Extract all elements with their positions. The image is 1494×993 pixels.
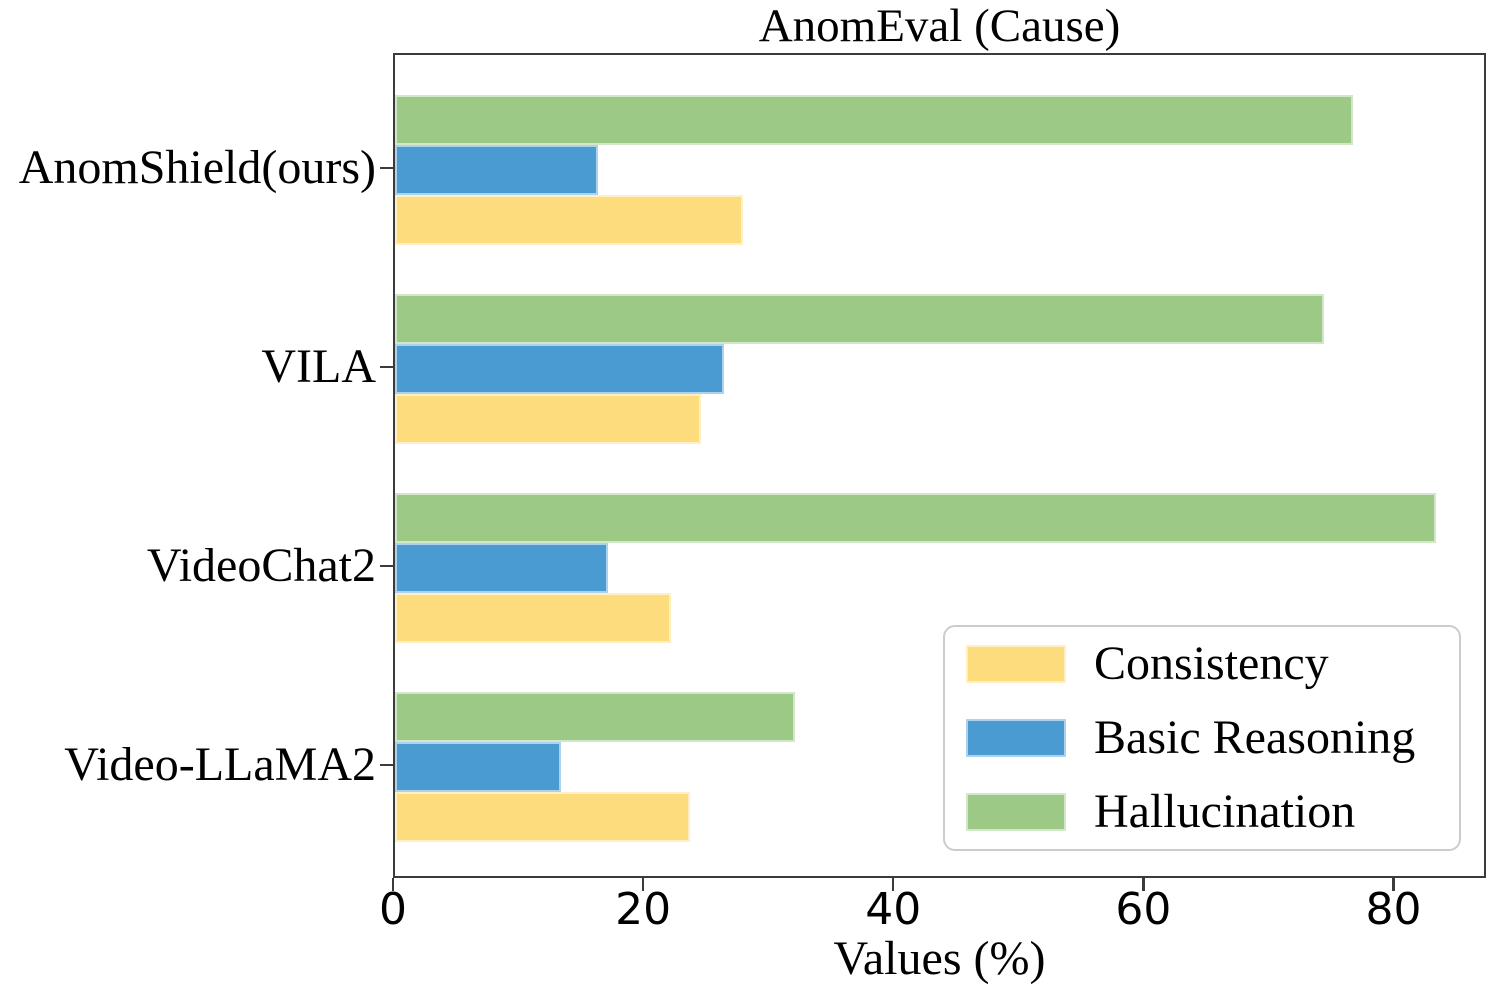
chart-title: AnomEval (Cause) [758, 0, 1121, 52]
y-tick [380, 365, 393, 369]
x-axis-label: Values (%) [833, 932, 1046, 985]
bar-basic-reasoning-anomshield-ours- [395, 145, 598, 195]
legend-swatch-basic-reasoning [966, 719, 1066, 757]
x-tick-label: 80 [1365, 884, 1422, 935]
legend-row-basic-reasoning: Basic Reasoning [945, 708, 1459, 768]
x-tick [1392, 878, 1395, 891]
legend-swatch-hallucination [966, 793, 1066, 831]
bar-hallucination-vila [395, 294, 1325, 344]
legend-row-consistency: Consistency [945, 634, 1459, 694]
x-tick [641, 878, 645, 891]
bar-consistency-video-llama2 [395, 792, 691, 842]
x-tick-label: 60 [1115, 884, 1172, 935]
bar-consistency-vila [395, 394, 702, 444]
y-tick [380, 763, 393, 767]
x-tick-label: 40 [865, 884, 922, 935]
y-tick-label-vila: VILA [261, 340, 376, 393]
bar-hallucination-videochat2 [395, 493, 1436, 543]
x-tick-label: 0 [379, 884, 407, 935]
bar-basic-reasoning-video-llama2 [395, 742, 562, 792]
bar-consistency-anomshield-ours- [395, 195, 743, 245]
y-tick-label-videochat2: VideoChat2 [146, 539, 376, 592]
legend: Consistency Basic Reasoning Hallucination [943, 625, 1461, 851]
bar-hallucination-video-llama2 [395, 692, 796, 742]
y-tick-label-anomshield-ours-: AnomShield(ours) [18, 141, 376, 194]
y-tick [380, 166, 393, 170]
y-tick-label-video-llama2: Video-LLaMA2 [64, 738, 376, 791]
legend-row-hallucination: Hallucination [945, 782, 1459, 842]
bar-basic-reasoning-vila [395, 344, 724, 394]
x-tick-label: 20 [615, 884, 672, 935]
x-tick [391, 878, 395, 891]
bar-basic-reasoning-videochat2 [395, 543, 608, 593]
bar-hallucination-anomshield-ours- [395, 95, 1353, 145]
plot-area [393, 53, 1486, 878]
x-tick [891, 878, 895, 891]
y-tick [380, 564, 393, 568]
legend-label-hallucination: Hallucination [1094, 785, 1356, 838]
legend-swatch-consistency [966, 645, 1066, 683]
bar-consistency-videochat2 [395, 593, 672, 643]
x-tick [1142, 878, 1145, 891]
legend-label-basic-reasoning: Basic Reasoning [1094, 711, 1416, 764]
legend-label-consistency: Consistency [1094, 637, 1329, 690]
